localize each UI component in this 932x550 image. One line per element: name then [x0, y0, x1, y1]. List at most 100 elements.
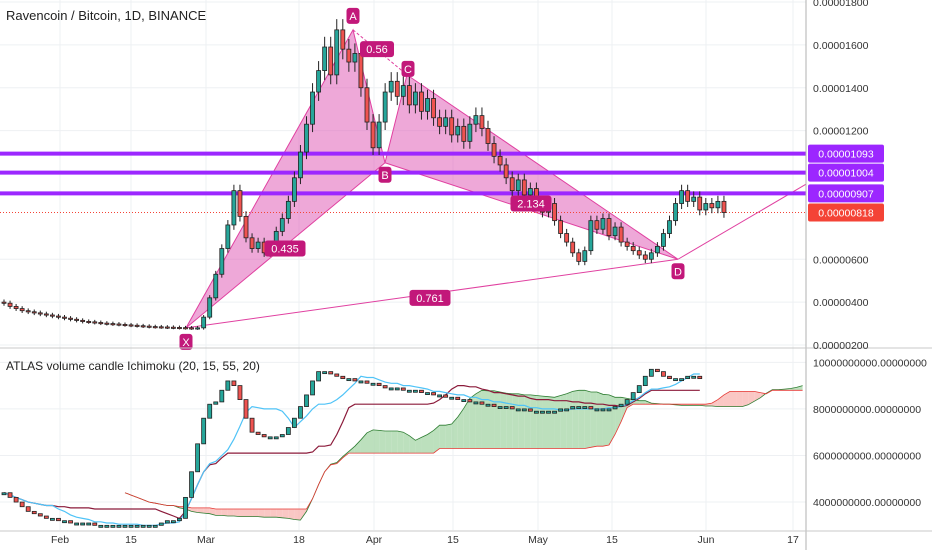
candle-body: [304, 123, 309, 153]
candle-body: [679, 190, 684, 204]
candle-body: [673, 203, 678, 222]
ratio-ab-label: 0.56: [366, 44, 387, 56]
volume-candle: [527, 408, 533, 412]
price-tick-label: 0.00001200: [813, 126, 869, 138]
volume-candle: [92, 522, 98, 526]
kumo-segment: [609, 394, 616, 445]
volume-candle: [213, 401, 219, 405]
candle-body: [310, 91, 315, 125]
volume-candle: [291, 417, 297, 428]
candle-body: [207, 297, 213, 318]
candle-body: [437, 117, 443, 127]
candle-body: [612, 226, 618, 237]
time-tick-label: Apr: [366, 534, 383, 546]
volume-candle: [449, 396, 455, 400]
indicator-title: ATLAS volume candle Ichimoku (20, 15, 55…: [6, 359, 260, 373]
volume-candle: [594, 408, 600, 412]
candle-body: [570, 241, 576, 254]
volume-candle: [164, 520, 170, 524]
volume-candle: [606, 408, 612, 412]
candle-body: [455, 125, 461, 136]
candle-body: [406, 85, 412, 106]
volume-candle: [334, 373, 340, 377]
candle-body: [80, 319, 86, 322]
candle-body: [491, 143, 497, 157]
ratio-bc-label-bg: [264, 240, 306, 257]
volume-candle: [412, 389, 418, 393]
candle-body: [703, 203, 709, 211]
volume-candle: [237, 385, 243, 400]
indicator-tick-label: 10000000000.00000000: [813, 357, 927, 369]
candle-body: [219, 248, 225, 275]
volume-candle: [358, 380, 364, 384]
price-tick-label: 0.00000200: [813, 340, 869, 352]
kumo-segment: [239, 509, 246, 517]
kumo-segment: [233, 509, 240, 517]
kumo-segment: [548, 396, 555, 449]
kumo-segment: [246, 509, 253, 517]
volume-candle: [316, 371, 322, 382]
price-tick-label: 0.00001400: [813, 83, 869, 95]
volume-candle: [534, 410, 539, 414]
kumo-segment: [209, 507, 216, 516]
ratio-ab-label-bg: [360, 41, 394, 58]
candle-body: [31, 311, 37, 314]
time-tick-label: Jun: [698, 534, 715, 546]
indicator-tick-label: 8000000000.00000000: [813, 404, 921, 416]
price-tick-label: 0.00000400: [813, 297, 869, 309]
volume-candle: [116, 524, 122, 528]
candle-body: [128, 324, 134, 327]
volume-candle: [243, 399, 249, 419]
candle-body: [62, 316, 67, 319]
candle-body: [255, 241, 261, 249]
candle-body: [183, 327, 188, 330]
volume-candle: [249, 417, 255, 433]
candle-body: [588, 220, 594, 252]
candle-body: [158, 326, 164, 329]
kumo-segment: [542, 396, 549, 449]
level-badge-label: 0.00001093: [818, 149, 874, 161]
kumo-segment: [203, 507, 210, 514]
kumo-segment: [227, 509, 234, 517]
point-x-label-bg: [179, 333, 193, 350]
volume-candle: [310, 380, 315, 396]
candle-body: [146, 325, 152, 328]
ichimoku-indicator: [1, 368, 803, 528]
candle-body: [376, 121, 382, 149]
candle-body: [92, 321, 98, 324]
candle-body: [564, 233, 570, 243]
candle-body: [606, 218, 612, 237]
volume-candle: [177, 517, 182, 522]
volume-candle: [431, 392, 436, 396]
time-tick-label: 15: [606, 534, 618, 546]
candle-body: [122, 324, 128, 327]
kumo-segment: [415, 437, 422, 454]
volume-candle: [279, 434, 285, 438]
kumo-segment: [711, 399, 718, 407]
volume-candle: [261, 434, 267, 438]
volume-candle: [13, 496, 19, 503]
level-badge: [808, 184, 884, 203]
kumo-segment: [584, 390, 591, 449]
kumo-segment: [427, 430, 434, 454]
time-tick-label: 15: [125, 534, 137, 546]
volume-candle: [86, 522, 92, 526]
volume-candle: [570, 406, 576, 410]
volume-candle: [576, 406, 582, 409]
kumo-segment: [439, 425, 446, 449]
kumo-segment: [494, 390, 501, 449]
volume-candle: [406, 389, 412, 393]
candle-body: [225, 224, 231, 249]
point-a-label: A: [349, 11, 357, 23]
candle-body: [485, 128, 491, 144]
candle-body: [43, 313, 49, 316]
kumo-segment: [252, 509, 259, 517]
kumo-segment: [367, 429, 374, 454]
candle-body: [358, 53, 364, 89]
candle-body: [213, 273, 219, 299]
last-price-label: 0.00000818: [818, 208, 874, 220]
volume-candle: [152, 524, 158, 528]
kumo-segment: [590, 392, 597, 448]
